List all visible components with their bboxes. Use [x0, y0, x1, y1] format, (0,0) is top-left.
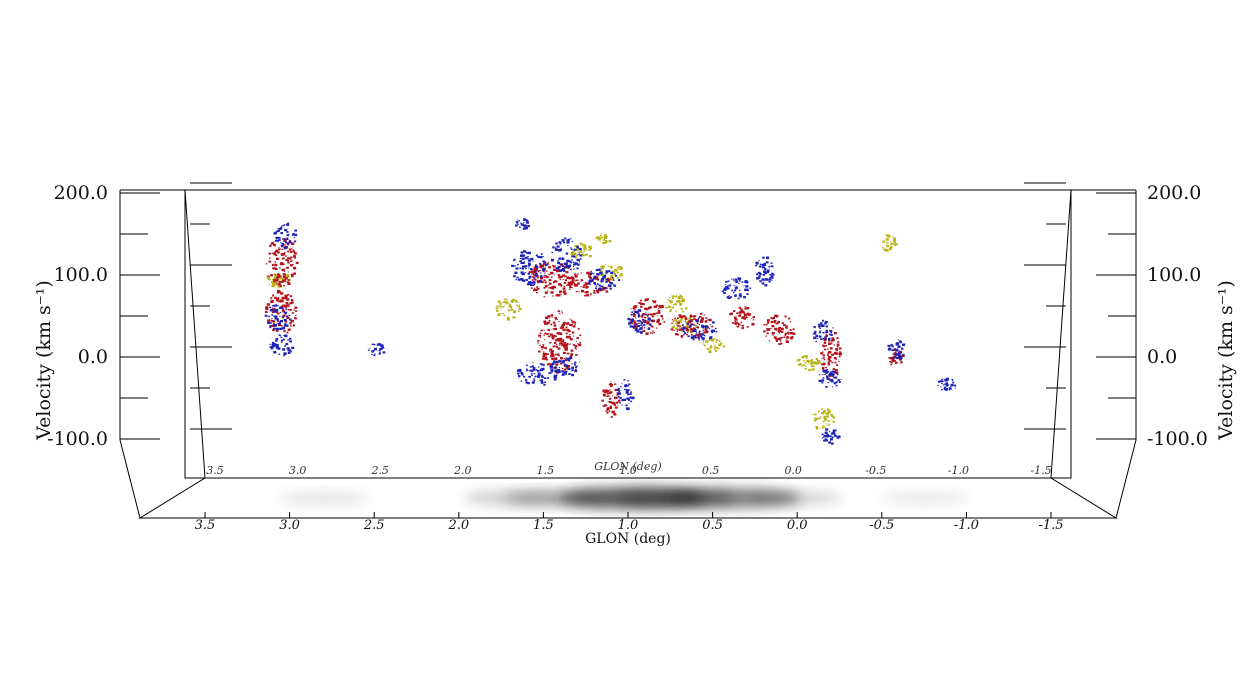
clump-blue — [550, 356, 581, 377]
glon-tick-label-back: 1.0 — [619, 464, 637, 477]
clump-red — [601, 380, 621, 418]
velocity-tick-label-left: 0.0 — [78, 346, 108, 368]
back-right-diagonal — [1050, 189, 1072, 479]
clump-yellow — [702, 337, 725, 354]
clump-blue — [269, 334, 295, 357]
clump-blue — [515, 218, 530, 230]
clump-blue — [821, 428, 841, 445]
glon-tick-label-back: 0.0 — [784, 464, 802, 477]
velocity-tick-label-left: -100.0 — [47, 428, 108, 450]
clump-blue — [511, 250, 548, 287]
glon-tick-label-back: -1.5 — [1030, 464, 1051, 477]
axis-ticks: 200.0 200.0 100.0 100.0 0.0 0.0 -100.0 -100.0 3.… — [47, 182, 1208, 533]
clump-blue — [627, 309, 653, 334]
glon-tick-label-back: 3.5 — [206, 464, 224, 477]
clump-yellow — [796, 354, 821, 372]
clump-blue — [937, 377, 957, 391]
data-clumps — [264, 218, 957, 445]
back-face — [184, 189, 1072, 479]
glon-tick-label-back: 1.5 — [537, 464, 555, 477]
clump-blue — [587, 268, 621, 292]
glon-tick-label-front: 0.5 — [702, 518, 723, 533]
glon-tick-label-back: -1.0 — [948, 464, 969, 477]
projection-blob — [744, 490, 842, 506]
velocity-axis-label-left: Velocity (km s⁻¹) — [33, 280, 55, 441]
projection-blob — [880, 491, 969, 505]
velocity-tick-label-right: 200.0 — [1147, 182, 1201, 204]
clump-blue — [818, 369, 842, 388]
clump-yellow — [595, 233, 612, 245]
clump-blue — [721, 277, 752, 300]
clump-yellow — [495, 298, 522, 321]
glon-tick-label-front: 3.0 — [279, 518, 300, 533]
clump-yellow — [665, 294, 688, 313]
clump-blue — [681, 317, 718, 341]
glon-tick-label-back: 2.5 — [370, 464, 389, 477]
clump-yellow — [882, 234, 898, 252]
velocity-tick-label-right: -100.0 — [1147, 428, 1208, 450]
front-right-lower-edge — [1115, 439, 1137, 519]
velocity-axis-label-right: Velocity (km s⁻¹) — [1215, 280, 1237, 441]
clump-blue — [616, 379, 635, 411]
clump-red — [537, 310, 582, 374]
clump-red — [670, 312, 714, 339]
clump-yellow — [812, 408, 836, 430]
glon-tick-label-front: 2.5 — [363, 518, 385, 533]
glon-axis-label-back: GLON (deg) — [594, 460, 661, 473]
glon-tick-label-front: -1.0 — [954, 518, 979, 533]
clump-blue — [812, 319, 833, 343]
velocity-tick-label-right: 100.0 — [1147, 264, 1201, 286]
projection-blob — [464, 490, 566, 506]
glon-tick-label-back: -0.5 — [865, 464, 886, 477]
clump-blue — [887, 339, 906, 360]
glon-tick-label-front: -1.5 — [1038, 518, 1063, 533]
glon-tick-label-front: 0.0 — [787, 518, 808, 533]
clump-blue — [273, 222, 298, 249]
glon-tick-label-back: 3.0 — [289, 464, 307, 477]
glon-tick-label-front: 1.0 — [618, 518, 639, 533]
glon-tick-label-back: 0.5 — [702, 464, 720, 477]
clump-blue — [367, 343, 386, 357]
clump-red — [763, 314, 796, 346]
clump-blue — [264, 304, 292, 331]
back-left-diagonal — [184, 189, 206, 479]
glon-axis-label-front: GLON (deg) — [585, 531, 671, 547]
glon-tick-label-front: 3.5 — [195, 518, 216, 533]
clump-red — [729, 306, 755, 330]
glon-tick-label-front: 2.0 — [447, 518, 469, 533]
clump-yellow — [570, 242, 592, 259]
front-left-lower-edge — [119, 439, 141, 519]
projection-blob — [278, 491, 370, 505]
clump-blue — [516, 362, 558, 386]
clump-blue — [550, 237, 583, 272]
glon-tick-label-back: 2.0 — [453, 464, 472, 477]
velocity-tick-label-left: 200.0 — [54, 182, 108, 204]
integrated-projection — [278, 487, 969, 509]
velocity-tick-label-right: 0.0 — [1147, 346, 1177, 368]
glon-tick-label-front: -0.5 — [869, 518, 894, 533]
velocity-tick-label-left: 100.0 — [54, 264, 108, 286]
glon-tick-label-front: 1.5 — [533, 518, 554, 533]
clump-blue — [755, 256, 775, 287]
